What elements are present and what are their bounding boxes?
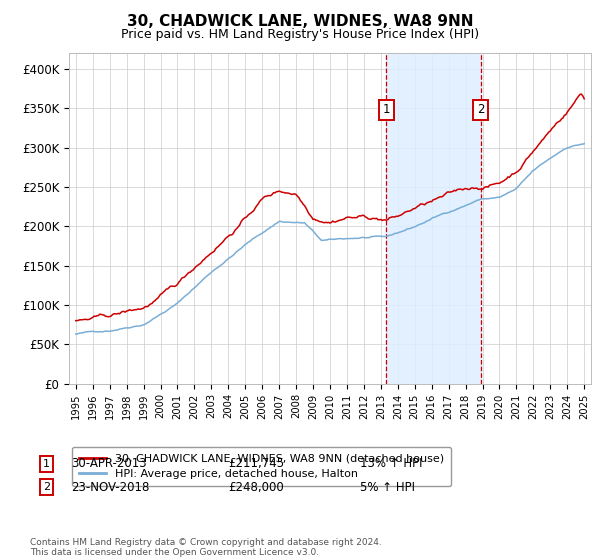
Text: 23-NOV-2018: 23-NOV-2018 (71, 480, 149, 494)
Text: 2: 2 (43, 482, 50, 492)
Text: 30, CHADWICK LANE, WIDNES, WA8 9NN: 30, CHADWICK LANE, WIDNES, WA8 9NN (127, 14, 473, 29)
Text: £248,000: £248,000 (228, 480, 284, 494)
Text: Contains HM Land Registry data © Crown copyright and database right 2024.
This d: Contains HM Land Registry data © Crown c… (30, 538, 382, 557)
Text: 5% ↑ HPI: 5% ↑ HPI (360, 480, 415, 494)
Text: 1: 1 (383, 104, 390, 116)
Text: 30-APR-2013: 30-APR-2013 (71, 457, 146, 470)
Text: 1: 1 (43, 459, 50, 469)
Text: 2: 2 (477, 104, 485, 116)
Text: Price paid vs. HM Land Registry's House Price Index (HPI): Price paid vs. HM Land Registry's House … (121, 28, 479, 41)
Text: 13% ↑ HPI: 13% ↑ HPI (360, 457, 422, 470)
Bar (386, 53, 481, 384)
Text: £211,745: £211,745 (228, 457, 284, 470)
Legend: 30, CHADWICK LANE, WIDNES, WA8 9NN (detached house), HPI: Average price, detache: 30, CHADWICK LANE, WIDNES, WA8 9NN (deta… (72, 447, 451, 486)
